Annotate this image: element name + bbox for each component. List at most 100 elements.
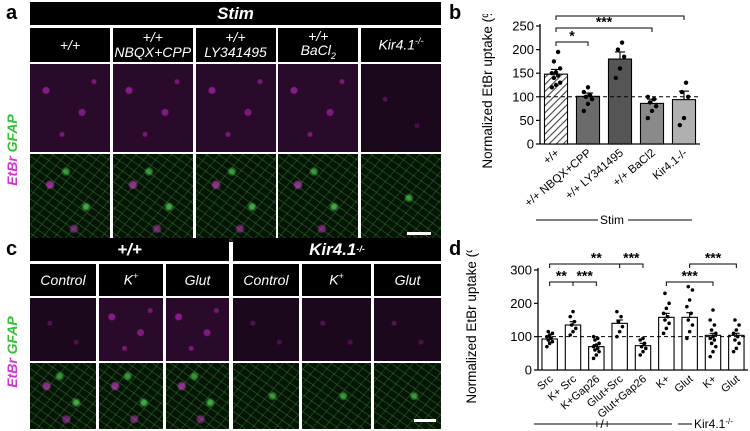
data-point [681,115,687,121]
significance-label: *** [681,268,698,284]
micrograph-etbr [278,64,359,152]
data-point [616,319,621,324]
data-point [667,301,671,306]
bar [671,99,697,145]
data-point [551,75,557,81]
data-point [733,338,737,342]
wt-group-label: +/+ [593,417,610,431]
data-point [571,309,575,314]
data-point [619,40,625,45]
data-point [595,346,600,351]
panel-b-label: b [449,2,462,24]
data-point [550,331,555,336]
ko-group-sup: -/- [725,417,733,426]
micrograph-etbr [195,64,276,152]
data-point [687,329,692,334]
data-point [711,308,715,312]
data-point [663,291,667,296]
data-point [712,338,717,342]
data-point [557,80,563,85]
micrograph-merge [166,363,229,429]
x-tick-label: K+ [654,373,672,391]
micrograph-merge [30,363,96,429]
data-point [647,100,653,105]
micrograph-merge [302,363,371,429]
condition-label: K+ [123,271,139,288]
data-point [553,82,559,88]
condition-label: Control [243,271,289,288]
data-point [708,354,713,359]
data-point [551,59,557,64]
data-point [638,338,643,342]
micrograph-merge [278,154,359,242]
data-point [591,334,596,339]
data-point [547,341,552,346]
data-point [547,333,552,337]
data-point [581,108,587,114]
panel-c-label: c [6,238,18,260]
data-point [621,54,627,59]
data-point [734,328,739,332]
data-point [593,348,597,352]
condition-sub: 2 [330,51,336,62]
micrograph-etbr [30,298,96,361]
data-point [546,338,551,342]
data-point [664,306,669,311]
micrograph-merge [361,154,441,242]
y-tick-label: 200 [510,296,532,311]
data-point [651,96,657,102]
micrograph-etbr [112,64,193,152]
condition-label: Glut [184,271,211,288]
y-tick-label: 0 [525,363,532,378]
data-point [664,326,669,331]
data-point [595,336,600,341]
micrograph-etbr [302,298,371,361]
data-point [734,346,739,351]
genotype-header-wt: +/+ [30,238,229,261]
condition-sup: + [338,271,344,282]
bar [658,316,675,371]
condition-line1: +/+ [308,27,329,44]
condition-sup: -/- [415,36,424,47]
significance-bracket [555,41,589,46]
data-point [653,104,659,109]
data-point [549,71,555,76]
data-point [711,349,715,354]
data-point [617,66,623,71]
x-tick-label: Glut [672,373,695,395]
micrograph-etbr [233,298,299,361]
y-tick-label: 100 [510,329,532,344]
data-point [619,314,623,319]
x-tick-label: Glut [719,373,742,395]
condition-header-a: +/+ LY341495 [195,28,276,62]
data-point [553,70,559,75]
data-point [686,284,691,289]
condition-header-c: Glut [166,264,229,296]
micrograph-etbr [361,64,441,152]
data-point [685,304,689,309]
data-point [709,328,714,332]
data-point [690,288,695,292]
data-point [585,85,591,90]
micrograph-etbr [374,298,441,361]
panel-a-row-label: EtBr GFAP [4,114,20,186]
data-point [712,323,717,327]
significance-bracket [555,27,653,32]
y-tick-label: 150 [512,66,534,81]
micrograph-merge [233,363,299,429]
stim-group-label: Stim [600,213,624,227]
panel-c-row-label: EtBr GFAP [4,316,20,388]
data-point [708,318,713,322]
y-tick-label: 250 [512,19,534,34]
panel-d-label: d [449,238,462,260]
data-point [593,338,597,342]
data-point [573,326,578,331]
data-point [661,331,666,336]
data-point [709,341,714,346]
data-point [686,318,691,322]
data-point [555,49,561,55]
data-point [594,353,599,357]
data-point [568,333,573,337]
condition-line1: +/+ [142,29,163,46]
bar [634,345,652,371]
